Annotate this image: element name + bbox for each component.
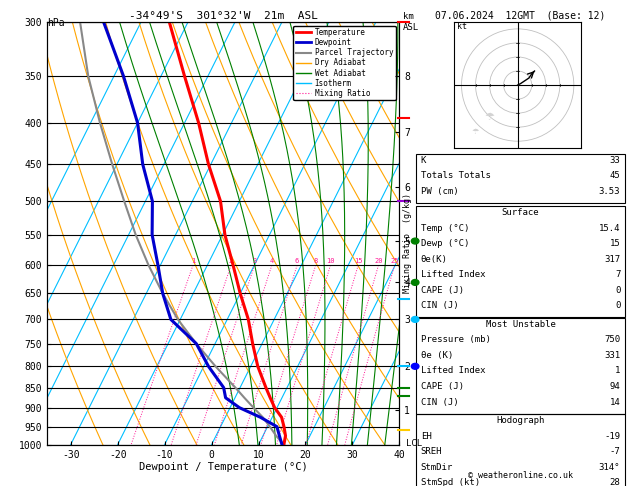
Text: hPa: hPa	[47, 18, 65, 28]
Text: PW (cm): PW (cm)	[421, 187, 459, 196]
Text: 15: 15	[354, 258, 362, 263]
Text: 7: 7	[615, 270, 620, 279]
Bar	[416, 206, 625, 317]
Text: Most Unstable: Most Unstable	[486, 320, 555, 329]
Text: StmDir: StmDir	[421, 463, 453, 472]
Text: 6: 6	[295, 258, 299, 263]
Text: 15: 15	[610, 239, 620, 248]
Text: -7: -7	[610, 447, 620, 456]
Text: CIN (J): CIN (J)	[421, 398, 459, 407]
Text: 45: 45	[610, 171, 620, 180]
Bar	[416, 318, 625, 414]
Legend: Temperature, Dewpoint, Parcel Trajectory, Dry Adiabat, Wet Adiabat, Isotherm, Mi: Temperature, Dewpoint, Parcel Trajectory…	[293, 26, 396, 100]
Text: 314°: 314°	[599, 463, 620, 472]
Text: Lifted Index: Lifted Index	[421, 270, 485, 279]
Text: -34°49'S  301°32'W  21m  ASL: -34°49'S 301°32'W 21m ASL	[129, 11, 318, 21]
Text: Surface: Surface	[502, 208, 539, 217]
Text: 07.06.2024  12GMT  (Base: 12): 07.06.2024 12GMT (Base: 12)	[435, 11, 606, 21]
Text: 10: 10	[326, 258, 335, 263]
Text: 331: 331	[604, 351, 620, 360]
Text: 1: 1	[615, 366, 620, 376]
Text: 3.53: 3.53	[599, 187, 620, 196]
Text: 20: 20	[374, 258, 382, 263]
Text: 14: 14	[610, 398, 620, 407]
Text: Hodograph: Hodograph	[496, 416, 545, 425]
Text: Temp (°C): Temp (°C)	[421, 224, 469, 233]
Text: 94: 94	[610, 382, 620, 391]
Bar	[416, 154, 625, 203]
Text: CAPE (J): CAPE (J)	[421, 382, 464, 391]
Text: θe (K): θe (K)	[421, 351, 453, 360]
Text: kt: kt	[457, 22, 467, 31]
Text: Pressure (mb): Pressure (mb)	[421, 335, 491, 345]
Bar	[416, 414, 625, 486]
Text: Totals Totals: Totals Totals	[421, 171, 491, 180]
Text: 750: 750	[604, 335, 620, 345]
Text: ☂: ☂	[472, 127, 479, 136]
X-axis label: Dewpoint / Temperature (°C): Dewpoint / Temperature (°C)	[139, 462, 308, 472]
Text: 28: 28	[610, 478, 620, 486]
Text: ☂: ☂	[484, 112, 494, 122]
Text: StmSpd (kt): StmSpd (kt)	[421, 478, 480, 486]
Text: CIN (J): CIN (J)	[421, 301, 459, 311]
Text: K: K	[421, 156, 426, 165]
Text: 0: 0	[615, 301, 620, 311]
Text: Dewp (°C): Dewp (°C)	[421, 239, 469, 248]
Text: 8: 8	[313, 258, 318, 263]
Text: θe(K): θe(K)	[421, 255, 448, 264]
Text: SREH: SREH	[421, 447, 442, 456]
Text: 3: 3	[252, 258, 257, 263]
Text: -19: -19	[604, 432, 620, 441]
Text: © weatheronline.co.uk: © weatheronline.co.uk	[468, 471, 573, 480]
Text: 15.4: 15.4	[599, 224, 620, 233]
Text: 25: 25	[391, 258, 399, 263]
Text: Mixing Ratio  (g/kg): Mixing Ratio (g/kg)	[403, 193, 412, 293]
Text: LCL: LCL	[406, 439, 423, 448]
Text: Lifted Index: Lifted Index	[421, 366, 485, 376]
Text: 2: 2	[229, 258, 233, 263]
Text: EH: EH	[421, 432, 431, 441]
Text: 4: 4	[270, 258, 274, 263]
Text: 317: 317	[604, 255, 620, 264]
Text: km
ASL: km ASL	[403, 12, 419, 32]
Text: 1: 1	[191, 258, 195, 263]
Text: 33: 33	[610, 156, 620, 165]
Text: 0: 0	[615, 286, 620, 295]
Text: CAPE (J): CAPE (J)	[421, 286, 464, 295]
